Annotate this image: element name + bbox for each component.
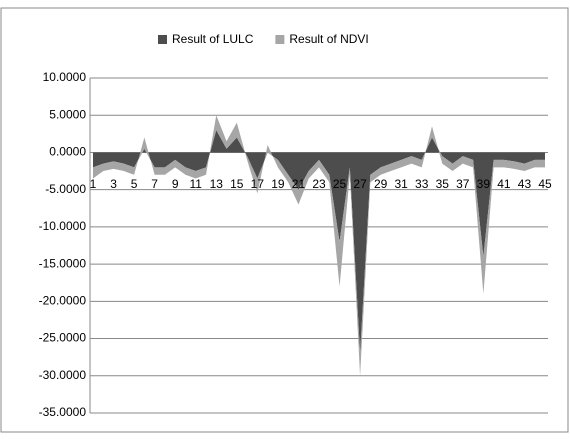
x-tick-label: 25 (333, 177, 347, 191)
x-tick-label: 5 (131, 177, 138, 191)
x-tick-label: 45 (538, 177, 552, 191)
y-tick-label: -30.0000 (39, 368, 87, 382)
legend-label: Result of LULC (172, 32, 254, 46)
x-tick-label: 43 (518, 177, 532, 191)
x-tick-label: 17 (251, 177, 265, 191)
legend-swatch (275, 35, 285, 44)
x-tick-label: 13 (210, 177, 224, 191)
x-tick-label: 19 (271, 177, 285, 191)
x-tick-label: 1 (90, 177, 97, 191)
legend-label: Result of NDVI (289, 32, 368, 46)
x-tick-label: 11 (189, 177, 202, 191)
y-tick-label: 10.0000 (43, 70, 87, 84)
x-tick-label: 15 (230, 177, 244, 191)
y-tick-label: -10.0000 (39, 219, 87, 233)
x-tick-label: 33 (415, 177, 429, 191)
x-tick-label: 35 (436, 177, 450, 191)
x-tick-label: 29 (374, 177, 388, 191)
x-tick-label: 9 (172, 177, 179, 191)
x-tick-label: 21 (292, 177, 306, 191)
chart-border (0, 7, 569, 433)
y-tick-label: -20.0000 (39, 294, 87, 308)
x-tick-label: 23 (312, 177, 326, 191)
y-tick-label: 5.0000 (49, 107, 86, 121)
y-tick-label: -25.0000 (39, 331, 87, 345)
x-tick-label: 7 (151, 177, 158, 191)
area (93, 130, 545, 354)
y-tick-label: -35.0000 (39, 405, 87, 419)
area (93, 115, 545, 376)
x-tick-label: 37 (456, 177, 470, 191)
x-tick-label: 31 (395, 177, 409, 191)
y-tick-label: 0.0000 (49, 145, 86, 159)
x-tick-label: 27 (353, 177, 367, 191)
x-tick-label: 3 (110, 177, 117, 191)
x-tick-label: 41 (497, 177, 511, 191)
y-tick-label: -15.0000 (39, 256, 87, 270)
legend-swatch (158, 35, 167, 44)
x-tick-label: 39 (477, 177, 491, 191)
y-tick-label: -5.0000 (45, 182, 86, 196)
